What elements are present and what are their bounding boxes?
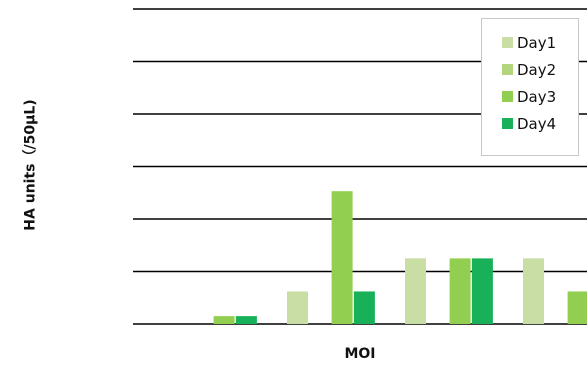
legend-label-day2: Day2 xyxy=(517,60,557,79)
legend: Day1 Day2 Day3 Day4 xyxy=(481,18,579,156)
gridlines xyxy=(133,8,587,325)
bar-day4-group-1 xyxy=(235,316,257,324)
legend-label-day3: Day3 xyxy=(517,87,557,106)
bar-day4-group-3 xyxy=(471,258,493,324)
bar-day1-group-4 xyxy=(523,258,544,324)
x-axis-label: MOI xyxy=(344,346,376,362)
bar-day1-group-3 xyxy=(405,258,426,324)
legend-swatch-day4 xyxy=(502,118,513,129)
legend-swatch-day3 xyxy=(502,91,513,102)
legend-item-day3: Day3 xyxy=(482,83,578,110)
bars xyxy=(213,191,587,324)
legend-item-day1: Day1 xyxy=(482,29,578,56)
bar-day3-group-1 xyxy=(213,316,235,324)
y-axis-label: HA units（/50μL) xyxy=(10,40,50,290)
legend-label-day1: Day1 xyxy=(517,33,557,52)
bar-day3-group-4 xyxy=(567,291,587,324)
legend-item-day4: Day4 xyxy=(482,110,578,137)
bar-day3-group-3 xyxy=(449,258,471,324)
bar-day4-group-2 xyxy=(353,291,375,324)
bar-day3-group-2 xyxy=(331,191,353,324)
bar-day1-group-2 xyxy=(287,291,308,324)
legend-item-day2: Day2 xyxy=(482,56,578,83)
y-axis-label-text: HA units（/50μL) xyxy=(23,99,39,231)
legend-label-day4: Day4 xyxy=(517,114,557,133)
legend-swatch-day2 xyxy=(502,64,513,75)
legend-swatch-day1 xyxy=(502,37,513,48)
